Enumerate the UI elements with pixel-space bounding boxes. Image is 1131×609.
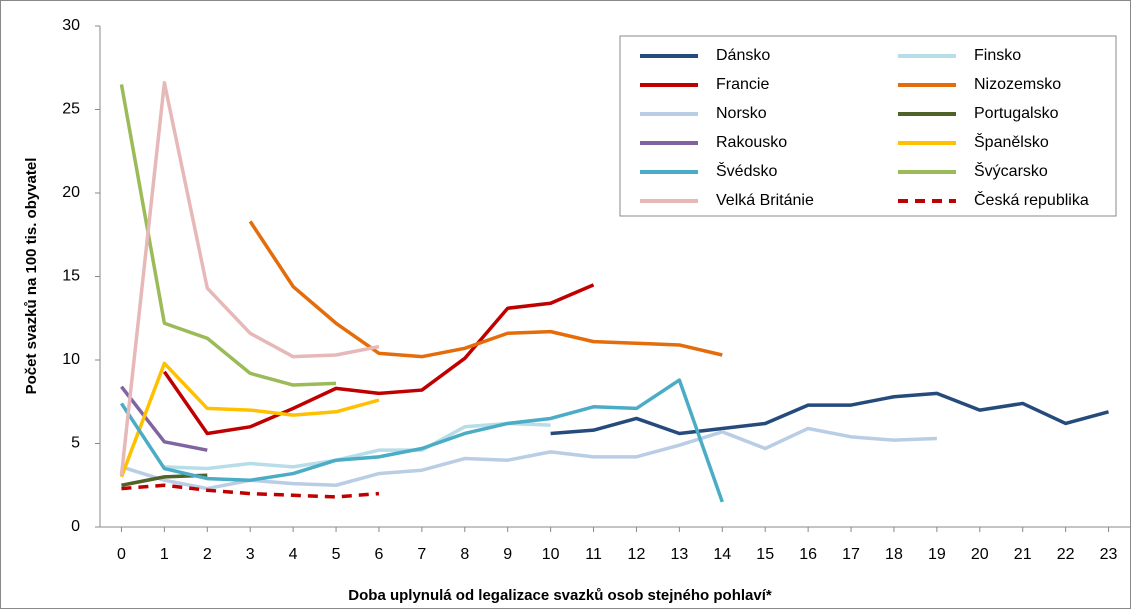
x-tick-label: 2	[203, 546, 212, 563]
legend-label: Španělsko	[974, 132, 1049, 151]
legend-label: Švédsko	[716, 161, 777, 180]
x-tick-label: 16	[799, 546, 817, 563]
y-tick-label: 0	[71, 518, 80, 535]
x-tick-label: 14	[713, 546, 731, 563]
series-line	[550, 391, 1109, 436]
legend-label: Nizozemsko	[974, 76, 1061, 93]
legend-label: Česká republika	[974, 190, 1089, 209]
x-tick-label: 11	[585, 546, 602, 563]
series-line	[162, 283, 595, 436]
legend-label: Velká Británie	[716, 192, 814, 209]
series-line	[119, 378, 724, 503]
x-tick-label: 22	[1057, 546, 1075, 563]
x-tick-label: 5	[332, 546, 341, 563]
series-line	[120, 385, 208, 452]
x-tick-label: 20	[971, 546, 989, 563]
legend-label: Portugalsko	[974, 105, 1059, 122]
x-tick-label: 6	[375, 546, 384, 563]
x-tick-label: 10	[542, 546, 560, 563]
x-tick-label: 23	[1100, 546, 1118, 563]
x-tick-label: 15	[756, 546, 774, 563]
series-line	[119, 361, 380, 478]
series-line	[164, 421, 551, 471]
legend-label: Švýcarsko	[974, 161, 1048, 180]
legend-box	[619, 35, 1117, 217]
legend-label: Norsko	[716, 105, 767, 122]
x-tick-label: 0	[117, 546, 126, 563]
series-line	[121, 483, 380, 499]
legend-label: Finsko	[974, 47, 1021, 64]
x-tick-label: 19	[928, 546, 946, 563]
series-line	[248, 220, 723, 359]
series-line	[119, 81, 380, 476]
y-tick-label: 25	[62, 101, 80, 118]
x-tick-label: 17	[842, 546, 860, 563]
x-tick-label: 13	[670, 546, 688, 563]
y-tick-label: 10	[62, 351, 80, 368]
legend-label: Rakousko	[716, 134, 787, 151]
x-tick-label: 4	[289, 546, 298, 563]
y-tick-label: 20	[62, 184, 80, 201]
legend-label: Francie	[716, 76, 769, 93]
x-tick-label: 12	[628, 546, 646, 563]
x-tick-label: 21	[1014, 546, 1032, 563]
x-tick-label: 7	[417, 546, 426, 563]
y-tick-label: 5	[71, 435, 80, 452]
x-tick-label: 18	[885, 546, 903, 563]
y-tick-label: 15	[62, 268, 80, 285]
series-line	[119, 84, 337, 387]
x-tick-label: 1	[160, 546, 169, 563]
x-tick-label: 9	[503, 546, 512, 563]
y-axis-title: Počet svazků na 100 tis. obyvatel	[23, 158, 40, 395]
x-axis-title: Doba uplynulá od legalizace svazků osob …	[348, 587, 772, 604]
x-tick-label: 3	[246, 546, 255, 563]
y-tick-label: 30	[62, 17, 80, 34]
legend-label: Dánsko	[716, 47, 770, 64]
x-tick-label: 8	[460, 546, 469, 563]
